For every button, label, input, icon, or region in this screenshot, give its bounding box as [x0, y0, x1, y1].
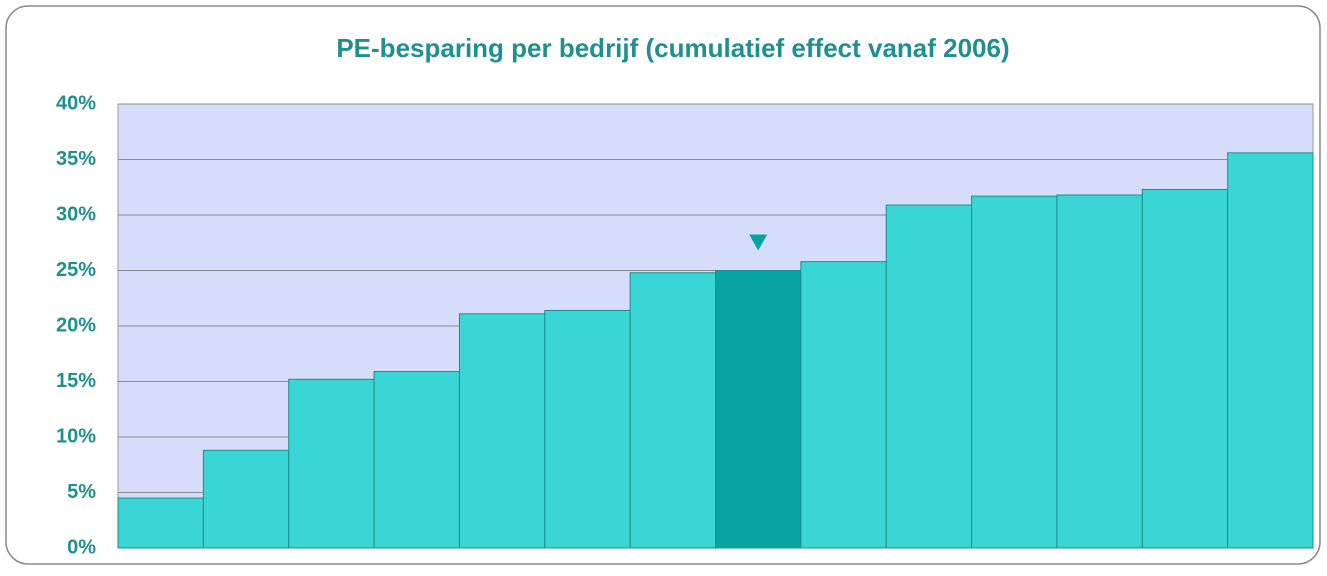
y-tick-label: 30%	[56, 203, 96, 225]
y-tick-label: 10%	[56, 425, 96, 447]
bar	[1227, 152, 1314, 549]
bar	[202, 449, 290, 549]
y-tick-label: 35%	[56, 148, 96, 170]
bar	[800, 261, 887, 549]
bar	[885, 204, 973, 549]
bar	[715, 270, 802, 549]
bar	[117, 497, 204, 549]
bar	[971, 195, 1058, 549]
bar	[288, 378, 375, 549]
y-tick-label: 5%	[67, 481, 96, 503]
bar	[458, 313, 546, 549]
bar	[544, 309, 631, 549]
bar	[629, 272, 717, 549]
y-tick-label: 20%	[56, 314, 96, 336]
y-tick-label: 15%	[56, 370, 96, 392]
bar	[373, 371, 460, 549]
y-tick-label: 0%	[67, 536, 96, 558]
highlight-marker	[749, 234, 768, 251]
y-tick-label: 25%	[56, 259, 96, 281]
chart-title: PE-besparing per bedrijf (cumulatief eff…	[336, 33, 1009, 63]
bar	[1141, 188, 1229, 549]
y-tick-label: 40%	[56, 92, 96, 114]
bar	[1056, 194, 1143, 549]
